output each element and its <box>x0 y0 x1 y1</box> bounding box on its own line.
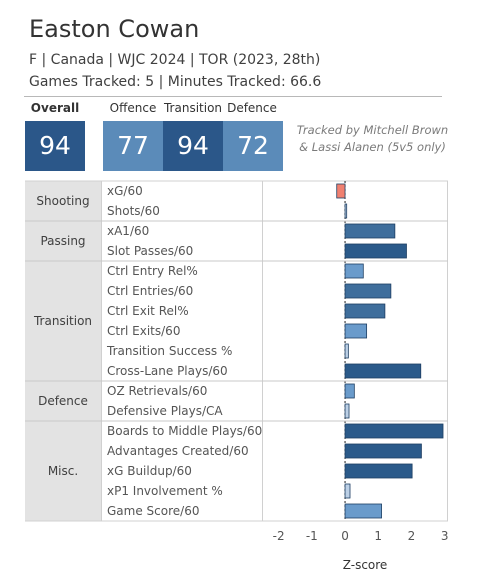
metric-bar <box>344 283 392 299</box>
credit-line-2: & Lassi Alanen (5v5 only) <box>299 140 446 154</box>
metric-label: Defensive Plays/CA <box>107 404 223 418</box>
metric-bar <box>344 363 422 379</box>
metric-label: Game Score/60 <box>107 504 199 518</box>
metric-bar <box>344 263 364 279</box>
category-label: Defence <box>38 394 88 408</box>
metric-label: xA1/60 <box>107 224 149 238</box>
metric-label: Transition Success % <box>106 344 232 358</box>
player-name: Easton Cowan <box>29 15 200 43</box>
metric-label: Boards to Middle Plays/60 <box>107 424 262 438</box>
header-divider <box>24 96 442 97</box>
metric-label: Advantages Created/60 <box>107 444 249 458</box>
metric-bar <box>336 183 346 199</box>
transition-score: 94 <box>163 121 223 171</box>
metric-label: Ctrl Exit Rel% <box>107 304 189 318</box>
transition-label: Transition <box>163 101 223 115</box>
x-tick-label: -2 <box>273 529 285 543</box>
metric-bar <box>344 503 382 519</box>
metric-label: Ctrl Entry Rel% <box>107 264 198 278</box>
metric-bar <box>344 323 368 339</box>
player-info-line: F | Canada | WJC 2024 | TOR (2023, 28th) <box>29 52 321 68</box>
x-tick-label: -1 <box>306 529 318 543</box>
metric-bar <box>344 463 413 479</box>
metric-label: OZ Retrievals/60 <box>107 384 207 398</box>
metric-label: xG Buildup/60 <box>107 464 192 478</box>
category-column-background <box>25 181 101 521</box>
offence-score: 77 <box>103 121 163 171</box>
metric-bar <box>344 403 350 419</box>
category-label: Misc. <box>48 464 78 478</box>
metric-bar <box>344 343 349 359</box>
metric-bar <box>344 383 355 399</box>
metric-label: xG/60 <box>107 184 143 198</box>
metric-label: Ctrl Entries/60 <box>107 284 193 298</box>
offence-label: Offence <box>109 101 157 115</box>
defence-label: Defence <box>227 101 277 115</box>
metric-bar <box>344 443 422 459</box>
overall-score: 94 <box>25 121 85 171</box>
metric-bar <box>344 483 351 499</box>
metric-label: Ctrl Exits/60 <box>107 324 180 338</box>
category-label: Passing <box>40 234 85 248</box>
metric-bar <box>344 303 386 319</box>
overall-label: Overall <box>30 101 80 115</box>
metric-bar <box>344 223 396 239</box>
category-label: Shooting <box>36 194 89 208</box>
metric-label: xP1 Involvement % <box>107 484 223 498</box>
x-axis-title: Z-score <box>343 558 388 572</box>
metric-label: Cross-Lane Plays/60 <box>107 364 228 378</box>
tracking-info-line: Games Tracked: 5 | Minutes Tracked: 66.6 <box>29 74 322 90</box>
metric-label: Shots/60 <box>107 204 160 218</box>
x-tick-label: 0 <box>341 529 349 543</box>
defence-score: 72 <box>223 121 283 171</box>
credit-line-1: Tracked by Mitchell Brown <box>296 123 449 137</box>
x-tick-label: 1 <box>374 529 382 543</box>
category-label: Transition <box>33 314 92 328</box>
metric-bar <box>344 203 348 219</box>
metric-label: Slot Passes/60 <box>107 244 193 258</box>
x-tick-label: 3 <box>441 529 449 543</box>
x-tick-label: 2 <box>408 529 416 543</box>
metric-bar <box>344 243 407 259</box>
metric-bar <box>344 423 444 439</box>
